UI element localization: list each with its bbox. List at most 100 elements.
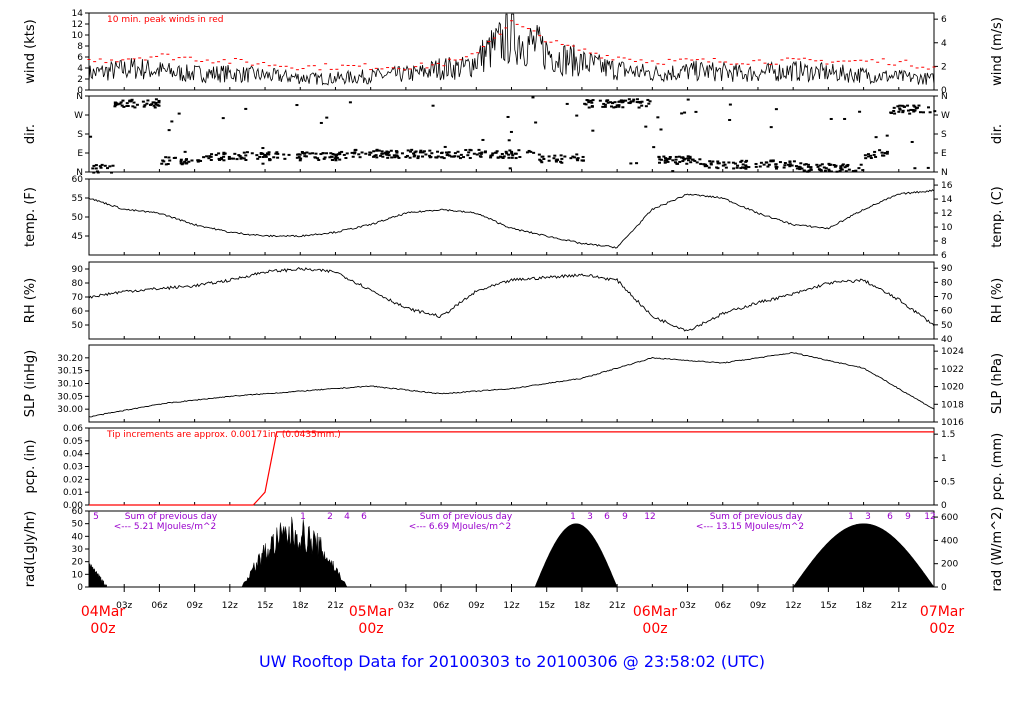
- rad-hour-mark: 9: [905, 512, 911, 522]
- wind-dir-point: [466, 154, 470, 157]
- wind-dir-point: [559, 160, 563, 163]
- y-tick-label-right: 0: [941, 501, 947, 511]
- wind-dir-point: [840, 168, 844, 171]
- x-tick-label: 09z: [750, 601, 766, 611]
- wind-dir-point: [199, 159, 203, 162]
- wind-dir-point: [657, 156, 661, 159]
- wind-dir-point: [276, 156, 280, 159]
- y-tick-label-right: N: [941, 92, 948, 102]
- wind-dir-point: [901, 111, 905, 114]
- wind-dir-point: [724, 166, 728, 169]
- wind-dir-point: [233, 152, 237, 155]
- wind-dir-point: [183, 150, 187, 153]
- wind-dir-point: [732, 167, 736, 170]
- wind-dir-point: [575, 158, 579, 161]
- wind-dir-point: [806, 170, 810, 173]
- wind-dir-point: [393, 156, 397, 159]
- wind-dir-point: [146, 99, 150, 102]
- wind-dir-point: [839, 165, 843, 168]
- wind-dir-point: [581, 155, 585, 158]
- y-tick-label: 30.10: [57, 380, 83, 390]
- wind-dir-point: [154, 98, 158, 101]
- x-tick-label: 15z: [820, 601, 836, 611]
- wind-dir-point: [325, 116, 329, 119]
- wind-dir-point: [804, 163, 808, 166]
- wind-dir-point: [222, 159, 226, 162]
- radiation-area: [88, 562, 107, 588]
- wind-dir-point: [728, 103, 732, 106]
- wind-dir-point: [333, 153, 337, 156]
- wind-dir-point: [851, 170, 855, 173]
- wind-dir-point: [313, 156, 317, 159]
- wind-dir-point: [554, 159, 558, 162]
- wind-dir-point: [373, 154, 377, 157]
- wind-dir-point: [92, 164, 96, 167]
- wind-dir-point: [912, 110, 916, 113]
- wind-dir-point: [731, 161, 735, 164]
- wind-dir-point: [908, 112, 912, 115]
- wind-dir-point: [864, 157, 868, 160]
- wind-dir-point: [926, 166, 930, 169]
- wind-dir-point: [386, 152, 390, 155]
- wind-dir-point: [681, 160, 685, 163]
- wind-dir-point: [898, 107, 902, 110]
- y-tick-label-right: 1022: [941, 365, 964, 375]
- wind-dir-point: [245, 151, 249, 154]
- wind-dir-point: [479, 155, 483, 158]
- wind-dir-point: [344, 157, 348, 160]
- y-tick-label-right: 1: [941, 454, 947, 464]
- wind-dir-point: [210, 153, 214, 156]
- wind-dir-point: [824, 167, 828, 170]
- wind-dir-point: [659, 158, 663, 161]
- wind-dir-point: [196, 160, 200, 163]
- wind-dir-point: [703, 165, 707, 168]
- wind-dir-point: [385, 150, 389, 153]
- wind-dir-point: [207, 157, 211, 160]
- wind-dir-point: [933, 110, 937, 113]
- wind-dir-point: [329, 152, 333, 155]
- wind-dir-point: [859, 163, 863, 166]
- wind-dir-point: [613, 101, 617, 104]
- y-tick-label: S: [77, 130, 83, 140]
- wind-dir-point: [118, 102, 122, 105]
- wind-dir-point: [911, 108, 915, 111]
- rad-hour-mark: 12: [924, 512, 935, 522]
- wind-dir-point: [183, 160, 187, 163]
- wind-dir-point: [900, 104, 904, 107]
- wind-dir-point: [554, 160, 558, 163]
- wind-dir-point: [94, 167, 98, 170]
- wind-dir-point: [921, 111, 925, 114]
- wind-dir-point: [695, 161, 699, 164]
- date-label: 07Mar: [920, 604, 964, 620]
- y-tick-label-right: 2: [941, 62, 947, 72]
- y-tick-label-right: 8: [941, 237, 947, 247]
- wind-dir-point: [395, 151, 399, 154]
- wind-dir-point: [668, 155, 672, 158]
- x-tick-label: 21z: [891, 601, 907, 611]
- wind-dir-point: [893, 112, 897, 115]
- wind-dir-point: [264, 154, 268, 157]
- wind-dir-point: [601, 105, 605, 108]
- wind-dir-point: [621, 106, 625, 109]
- radiation-area: [534, 523, 618, 588]
- wind-dir-point: [456, 150, 460, 153]
- wind-dir-point: [250, 152, 254, 155]
- series-line-4: [88, 352, 935, 418]
- wind-dir-point: [164, 156, 168, 159]
- wind-dir-point: [844, 170, 848, 173]
- wind-dir-point: [377, 149, 381, 152]
- wind-dir-point: [786, 163, 790, 166]
- wind-dir-point: [238, 155, 242, 158]
- wind-dir-point: [575, 153, 579, 156]
- wind-dir-point: [525, 151, 529, 154]
- wind-dir-point: [846, 163, 850, 166]
- wind-dir-point: [581, 159, 585, 162]
- wind-dir-point: [119, 101, 123, 104]
- wind-dir-point: [686, 98, 690, 101]
- wind-dir-point: [711, 160, 715, 163]
- wind-dir-point: [744, 164, 748, 167]
- panel-frame-2: [88, 178, 935, 256]
- wind-dir-point: [766, 165, 770, 168]
- wind-dir-point: [552, 157, 556, 160]
